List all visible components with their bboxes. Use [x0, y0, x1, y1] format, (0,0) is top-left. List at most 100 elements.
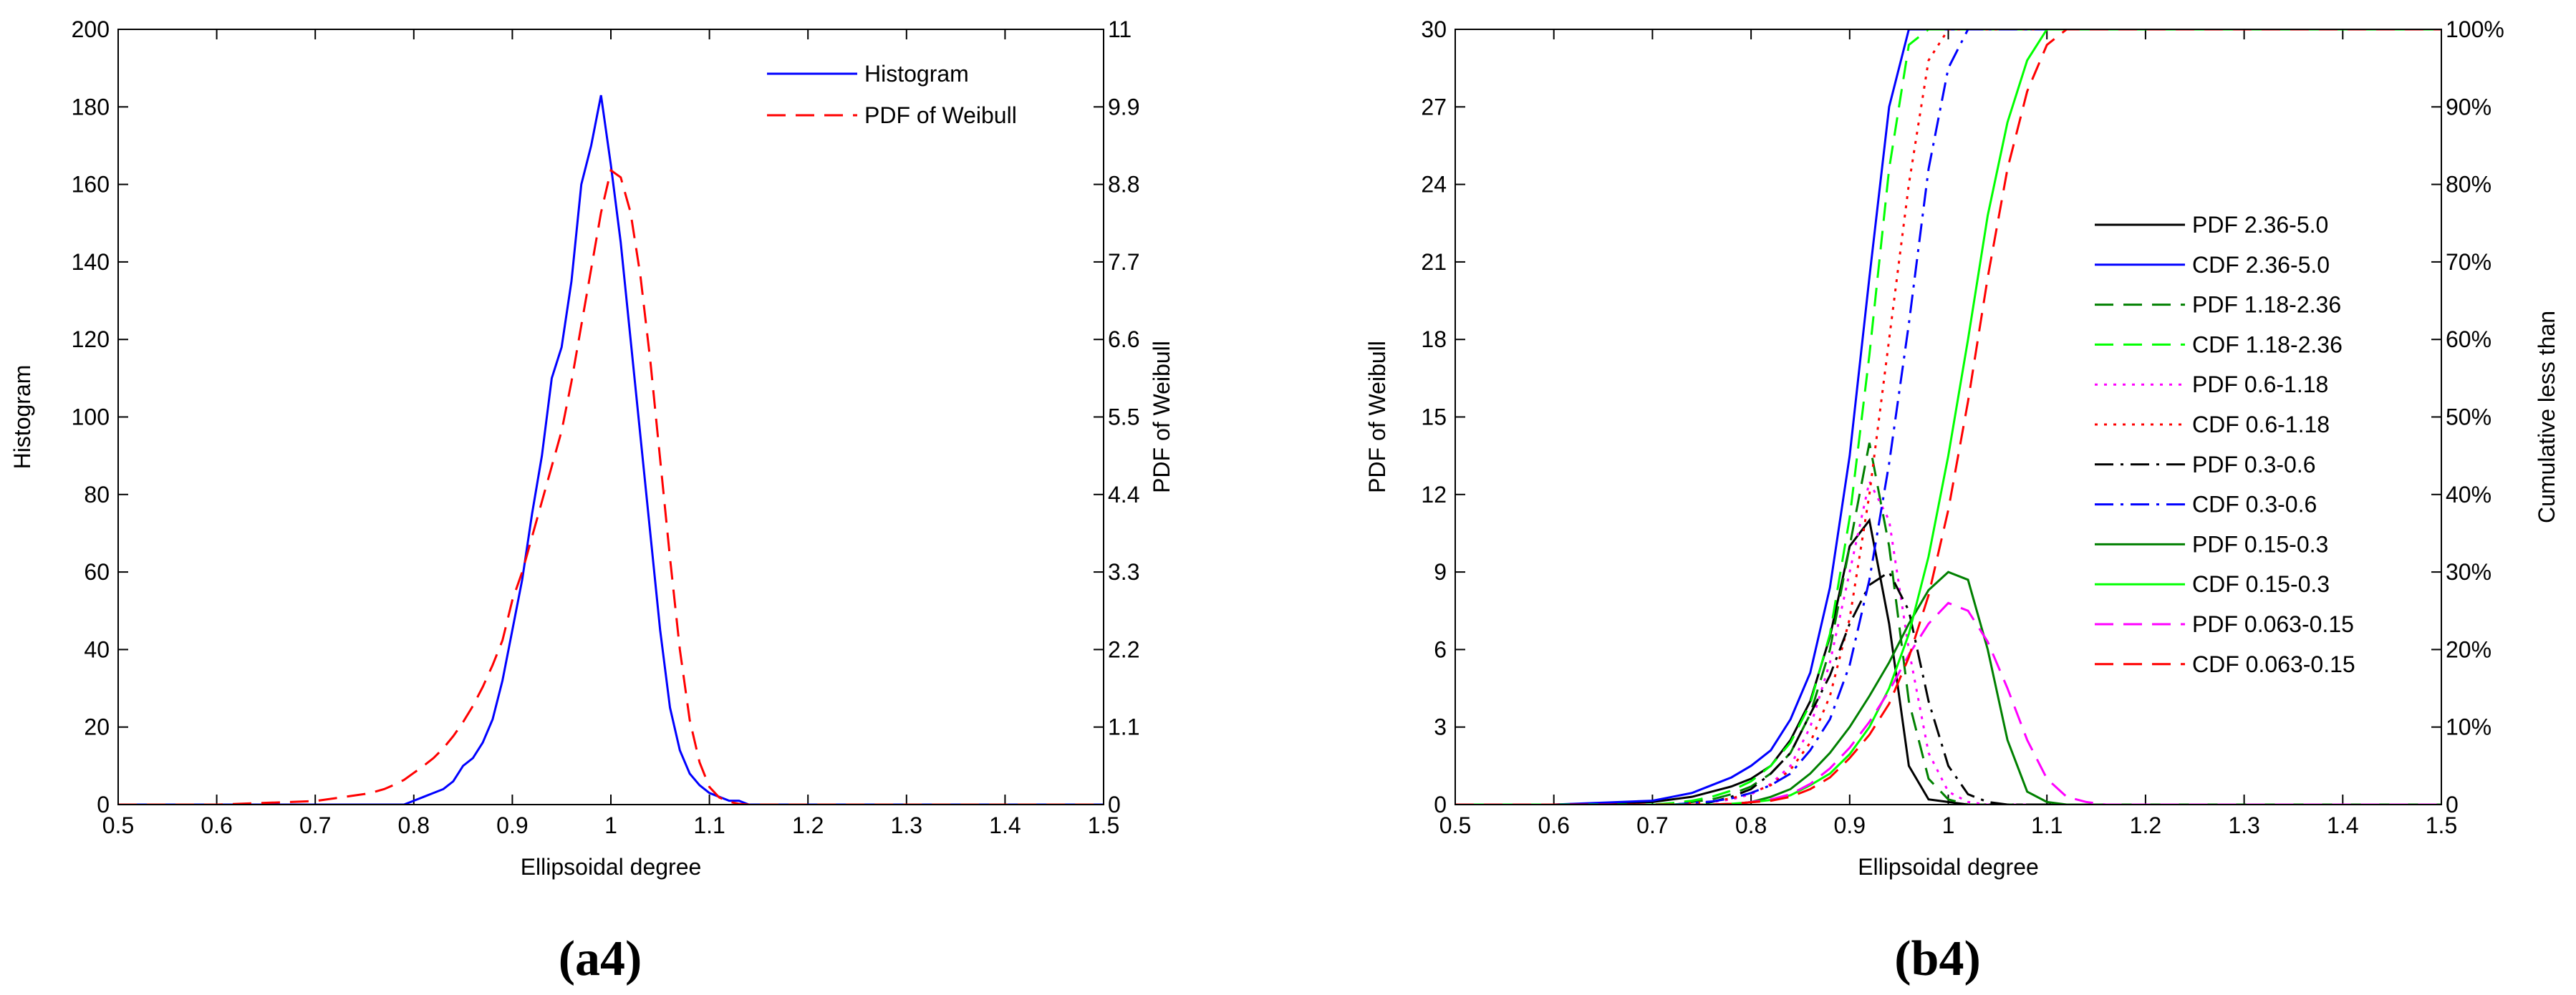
panel-caption: (a4): [559, 931, 642, 986]
y-tick-label: 15: [1421, 404, 1447, 430]
series-line: [1455, 29, 2441, 805]
y-tick-label: 140: [72, 249, 110, 275]
x-tick-label: 1.3: [2228, 812, 2259, 838]
legend-label: PDF 0.063-0.15: [2192, 611, 2354, 637]
y-tick-label: 6: [1434, 636, 1447, 662]
x-tick-label: 1.3: [891, 812, 922, 838]
legend-label: CDF 2.36-5.0: [2192, 252, 2330, 278]
series-line: [1455, 29, 2441, 805]
x-tick-label: 1.5: [1088, 812, 1119, 838]
y2-axis-label: Cumulative less than: [2534, 311, 2560, 523]
plot: 0.5 0.6 0.7 0.8 0.9 1 1.1 1.2 1.3 1.4 1.5020406080…: [9, 16, 1174, 986]
y2-tick-label: 70%: [2446, 249, 2491, 275]
legend-label: CDF 0.6-1.18: [2192, 412, 2330, 437]
x-tick-label: 0.6: [201, 812, 232, 838]
y2-tick-label: 50%: [2446, 404, 2491, 430]
y2-tick-label: 0: [1108, 792, 1121, 817]
legend-label: CDF 0.3-0.6: [2192, 492, 2317, 518]
legend-label: CDF 0.15-0.3: [2192, 571, 2330, 597]
y2-tick-label: 4.4: [1108, 482, 1139, 508]
series-line: [1455, 29, 2441, 805]
y2-tick-label: 11: [1108, 16, 1132, 42]
y2-tick-label: 20%: [2446, 636, 2491, 662]
y-tick-label: 3: [1434, 714, 1447, 740]
y2-tick-label: 9.9: [1108, 94, 1139, 120]
y-tick-label: 180: [72, 94, 110, 120]
legend-label: PDF 0.15-0.3: [2192, 531, 2328, 557]
series-line: [1455, 571, 2441, 805]
y2-tick-label: 30%: [2446, 559, 2491, 585]
series-line: [1455, 570, 2441, 805]
y2-tick-label: 5.5: [1108, 404, 1139, 430]
y2-tick-label: 60%: [2446, 326, 2491, 352]
plot-frame: [117, 29, 1104, 805]
y2-tick-label: 8.8: [1108, 172, 1139, 198]
y2-axis-label: PDF of Weibull: [1149, 341, 1174, 493]
series-line: [1455, 442, 2441, 805]
y-tick-label: 100: [72, 404, 110, 430]
x-tick-label: 1.1: [693, 812, 725, 838]
series-line: [118, 168, 1104, 805]
legend-label: PDF 0.6-1.18: [2192, 372, 2328, 397]
y-tick-label: 24: [1421, 172, 1447, 198]
y-axis-label: Histogram: [9, 365, 35, 470]
x-tick-label: 0.7: [299, 812, 331, 838]
y-tick-label: 60: [84, 559, 110, 585]
y-tick-label: 20: [84, 714, 110, 740]
y2-tick-label: 40%: [2446, 482, 2491, 508]
x-tick-label: 1.4: [2327, 812, 2358, 838]
y-tick-label: 21: [1421, 249, 1447, 275]
x-tick-label: 0.8: [1735, 812, 1767, 838]
y2-tick-label: 100%: [2446, 16, 2504, 42]
y2-tick-label: 7.7: [1108, 249, 1139, 275]
x-tick-label: 1.5: [2426, 812, 2457, 838]
legend-label: PDF 0.3-0.6: [2192, 452, 2316, 477]
y2-tick-label: 3.3: [1108, 559, 1139, 585]
x-axis-label: Ellipsoidal degree: [521, 854, 702, 880]
y-tick-label: 80: [84, 482, 110, 508]
y-tick-label: 27: [1421, 94, 1447, 120]
legend-label: CDF 1.18-2.36: [2192, 331, 2343, 357]
series-line: [1455, 29, 2441, 805]
series-line: [118, 94, 1104, 805]
plot-frame: [1455, 29, 2442, 805]
x-tick-label: 0.5: [102, 812, 134, 838]
x-tick-label: 1.2: [792, 812, 824, 838]
x-tick-label: 1: [604, 812, 617, 838]
series-line: [1455, 478, 2441, 805]
x-axis-label: Ellipsoidal degree: [1858, 854, 2039, 880]
y-tick-label: 200: [72, 16, 110, 42]
x-tick-label: 0.9: [496, 812, 528, 838]
y-tick-label: 120: [72, 326, 110, 352]
y2-tick-label: 80%: [2446, 172, 2491, 198]
x-tick-label: 0.8: [398, 812, 430, 838]
y-tick-label: 18: [1421, 326, 1447, 352]
x-tick-label: 1.1: [2031, 812, 2063, 838]
legend-label: PDF 2.36-5.0: [2192, 212, 2328, 238]
legend-label: PDF of Weibull: [864, 102, 1017, 128]
y2-tick-label: 10%: [2446, 714, 2491, 740]
y2-tick-label: 1.1: [1108, 714, 1139, 740]
y2-tick-label: 2.2: [1108, 636, 1139, 662]
legend-label: Histogram: [864, 61, 969, 87]
y-tick-label: 0: [1434, 792, 1447, 817]
y2-tick-label: 0: [2446, 792, 2459, 817]
x-tick-label: 0.9: [1834, 812, 1866, 838]
plot: 0.5 0.6 0.7 0.8 0.9 1 1.1 1.2 1.3 1.4 1.5036912151…: [1364, 16, 2560, 986]
x-tick-label: 0.7: [1636, 812, 1668, 838]
x-tick-label: 1.4: [989, 812, 1021, 838]
x-tick-label: 1.2: [2130, 812, 2161, 838]
y-tick-label: 30: [1421, 16, 1447, 42]
panel-caption: (b4): [1894, 931, 1981, 986]
y-axis-label: PDF of Weibull: [1364, 341, 1390, 493]
y2-tick-label: 6.6: [1108, 326, 1139, 352]
series-line: [1455, 518, 2441, 805]
legend-label: PDF 1.18-2.36: [2192, 292, 2341, 318]
y-tick-label: 0: [97, 792, 110, 817]
series-line: [1455, 29, 2441, 805]
y-tick-label: 40: [84, 636, 110, 662]
x-tick-label: 0.5: [1439, 812, 1471, 838]
y-tick-label: 9: [1434, 559, 1447, 585]
